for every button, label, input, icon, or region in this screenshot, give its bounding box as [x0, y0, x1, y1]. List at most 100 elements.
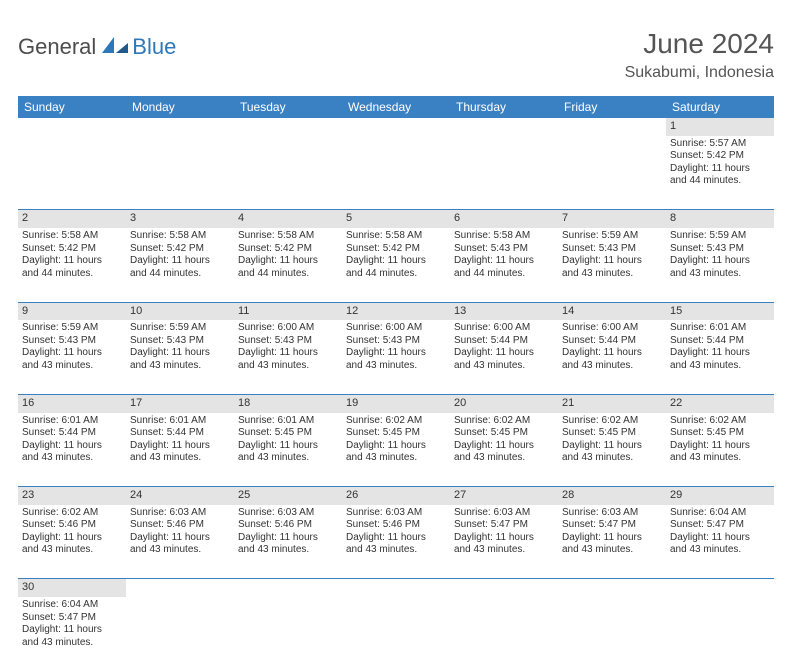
daylight-text: and 43 minutes.: [670, 360, 770, 373]
calendar-day-cell: Sunrise: 6:01 AMSunset: 5:44 PMDaylight:…: [18, 413, 126, 487]
sunrise-text: Sunrise: 5:58 AM: [238, 230, 338, 243]
day-number-cell: [342, 118, 450, 136]
calendar-day-cell: [126, 597, 234, 671]
sunset-text: Sunset: 5:43 PM: [454, 243, 554, 256]
day-number-cell: 5: [342, 210, 450, 228]
sunrise-text: Sunrise: 5:57 AM: [670, 138, 770, 151]
sunrise-text: Sunrise: 6:02 AM: [22, 507, 122, 520]
day-number-row: 16171819202122: [18, 394, 774, 412]
sunrise-text: Sunrise: 6:03 AM: [346, 507, 446, 520]
sunset-text: Sunset: 5:46 PM: [130, 519, 230, 532]
header: General Blue June 2024 Sukabumi, Indones…: [18, 28, 774, 82]
calendar-day-cell: Sunrise: 6:02 AMSunset: 5:46 PMDaylight:…: [18, 505, 126, 579]
daylight-text: Daylight: 11 hours: [562, 532, 662, 545]
day-number-cell: 11: [234, 302, 342, 320]
daylight-text: and 44 minutes.: [346, 268, 446, 281]
sunset-text: Sunset: 5:46 PM: [238, 519, 338, 532]
calendar-day-cell: [342, 136, 450, 210]
calendar-day-cell: Sunrise: 5:58 AMSunset: 5:42 PMDaylight:…: [234, 228, 342, 302]
day-number-row: 9101112131415: [18, 302, 774, 320]
daylight-text: Daylight: 11 hours: [562, 347, 662, 360]
calendar-day-cell: [450, 597, 558, 671]
sunrise-text: Sunrise: 6:01 AM: [238, 415, 338, 428]
calendar-day-cell: Sunrise: 6:03 AMSunset: 5:47 PMDaylight:…: [558, 505, 666, 579]
day-number-cell: 13: [450, 302, 558, 320]
day-number-cell: 15: [666, 302, 774, 320]
daylight-text: and 43 minutes.: [454, 360, 554, 373]
brand-logo: General Blue: [18, 34, 176, 60]
sunrise-text: Sunrise: 6:03 AM: [238, 507, 338, 520]
daylight-text: and 43 minutes.: [562, 544, 662, 557]
weekday-header: Saturday: [666, 96, 774, 118]
daylight-text: and 43 minutes.: [238, 544, 338, 557]
day-number-cell: [666, 579, 774, 597]
day-number-row: 1: [18, 118, 774, 136]
calendar-day-cell: Sunrise: 5:58 AMSunset: 5:43 PMDaylight:…: [450, 228, 558, 302]
day-number-cell: [18, 118, 126, 136]
calendar-day-cell: [342, 597, 450, 671]
calendar-day-cell: Sunrise: 6:03 AMSunset: 5:46 PMDaylight:…: [126, 505, 234, 579]
sunset-text: Sunset: 5:45 PM: [454, 427, 554, 440]
sunset-text: Sunset: 5:42 PM: [346, 243, 446, 256]
daylight-text: and 43 minutes.: [670, 544, 770, 557]
calendar-day-cell: Sunrise: 5:58 AMSunset: 5:42 PMDaylight:…: [126, 228, 234, 302]
day-number-cell: 8: [666, 210, 774, 228]
weekday-header: Sunday: [18, 96, 126, 118]
calendar-day-cell: Sunrise: 5:57 AMSunset: 5:42 PMDaylight:…: [666, 136, 774, 210]
daylight-text: Daylight: 11 hours: [562, 440, 662, 453]
sunset-text: Sunset: 5:43 PM: [238, 335, 338, 348]
sunrise-text: Sunrise: 5:59 AM: [562, 230, 662, 243]
sunrise-text: Sunrise: 6:03 AM: [454, 507, 554, 520]
weekday-header-row: SundayMondayTuesdayWednesdayThursdayFrid…: [18, 96, 774, 118]
weekday-header: Friday: [558, 96, 666, 118]
day-number-cell: 10: [126, 302, 234, 320]
sunrise-text: Sunrise: 6:03 AM: [562, 507, 662, 520]
calendar-day-cell: Sunrise: 6:02 AMSunset: 5:45 PMDaylight:…: [558, 413, 666, 487]
calendar-week-row: Sunrise: 6:02 AM Sunset: 5:46 PM Daylight:…: [18, 505, 774, 579]
sunrise-text: Sunrise: 6:01 AM: [22, 415, 122, 428]
day-number-cell: 21: [558, 394, 666, 412]
sunset-text: Sunset: 5:47 PM: [454, 519, 554, 532]
daylight-text: Daylight: 11 hours: [22, 532, 122, 545]
day-number-cell: 12: [342, 302, 450, 320]
location-label: Sukabumi, Indonesia: [625, 64, 774, 82]
calendar-table: SundayMondayTuesdayWednesdayThursdayFrid…: [18, 96, 774, 671]
day-number-cell: [450, 118, 558, 136]
calendar-day-cell: Sunrise: 6:04 AMSunset: 5:47 PMDaylight:…: [18, 597, 126, 671]
daylight-text: Daylight: 11 hours: [454, 532, 554, 545]
day-number-cell: 4: [234, 210, 342, 228]
calendar-day-cell: Sunrise: 6:03 AMSunset: 5:46 PMDaylight:…: [342, 505, 450, 579]
sunrise-text: Sunrise: 6:03 AM: [130, 507, 230, 520]
daylight-text: and 43 minutes.: [346, 544, 446, 557]
sunset-text: Sunset: 5:46 PM: [346, 519, 446, 532]
sunset-text: Sunset: 5:45 PM: [562, 427, 662, 440]
day-number-cell: [234, 579, 342, 597]
daylight-text: and 43 minutes.: [562, 268, 662, 281]
sunset-text: Sunset: 5:45 PM: [346, 427, 446, 440]
weekday-header: Tuesday: [234, 96, 342, 118]
calendar-day-cell: Sunrise: 6:03 AMSunset: 5:47 PMDaylight:…: [450, 505, 558, 579]
day-number-cell: 9: [18, 302, 126, 320]
daylight-text: and 44 minutes.: [238, 268, 338, 281]
calendar-day-cell: [558, 136, 666, 210]
day-number-cell: 7: [558, 210, 666, 228]
daylight-text: and 43 minutes.: [346, 452, 446, 465]
daylight-text: Daylight: 11 hours: [238, 440, 338, 453]
day-number-cell: 20: [450, 394, 558, 412]
day-number-cell: [558, 579, 666, 597]
day-number-cell: 26: [342, 487, 450, 505]
calendar-day-cell: [558, 597, 666, 671]
day-number-cell: [126, 579, 234, 597]
day-number-cell: 6: [450, 210, 558, 228]
daylight-text: and 44 minutes.: [22, 268, 122, 281]
daylight-text: and 43 minutes.: [454, 452, 554, 465]
daylight-text: Daylight: 11 hours: [670, 163, 770, 176]
calendar-week-row: Sunrise: 5:59 AM Sunset: 5:43 PM Daylight:…: [18, 320, 774, 394]
sunrise-text: Sunrise: 5:59 AM: [130, 322, 230, 335]
day-number-cell: [342, 579, 450, 597]
day-number-cell: 19: [342, 394, 450, 412]
sunset-text: Sunset: 5:44 PM: [562, 335, 662, 348]
calendar-day-cell: [234, 597, 342, 671]
calendar-day-cell: [666, 597, 774, 671]
daylight-text: Daylight: 11 hours: [454, 347, 554, 360]
